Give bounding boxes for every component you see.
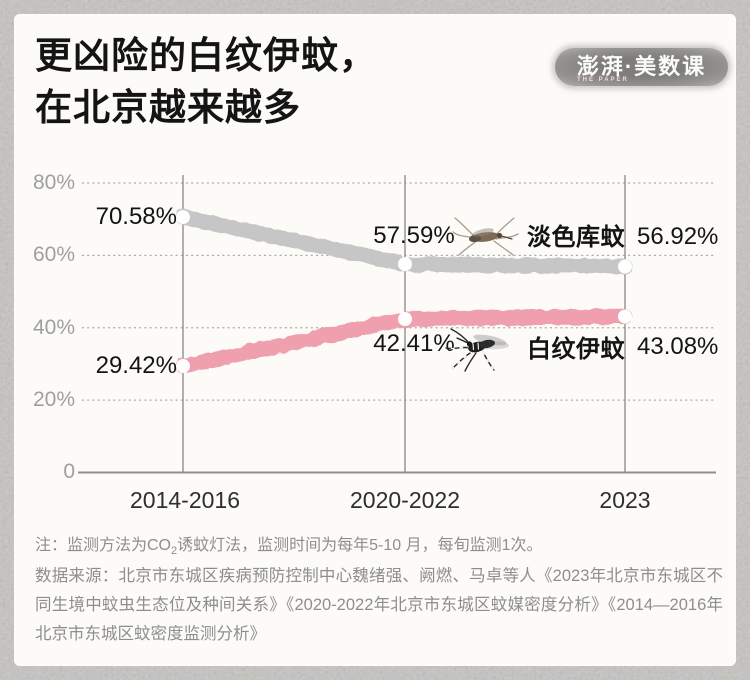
aedes-mosquito-icon xyxy=(445,328,509,372)
value-label-aedes-2014: 29.42% xyxy=(95,352,177,379)
series-label-culex: 淡色库蚊 xyxy=(527,224,625,251)
footnote-prefix: 注：监测方法为CO xyxy=(35,537,172,554)
series-label-aedes: 白纹伊蚊 xyxy=(527,336,625,363)
footnote-subscript: 2 xyxy=(171,545,178,558)
x-tick-2023: 2023 xyxy=(599,487,651,513)
logo-text: 澎湃·美数课 xyxy=(576,54,707,79)
value-label-culex-2023: 56.92% xyxy=(637,223,719,250)
page-title: 更凶险的白纹伊蚊， 在北京越来越多 xyxy=(35,30,377,134)
y-tick-20: 20% xyxy=(32,388,75,411)
y-tick-40: 40% xyxy=(32,316,75,339)
method-footnote: 注：监测方法为CO2诱蚊灯法，监测时间为每年5-10 月，每旬监测1次。 xyxy=(35,534,543,563)
thepaper-logo: 澎湃·美数课 THE PAPER xyxy=(555,48,728,86)
title-line-2: 在北京越来越多 xyxy=(35,87,301,128)
y-tick-60: 60% xyxy=(32,243,75,266)
x-tick-2014-2016: 2014-2016 xyxy=(130,487,240,513)
value-label-aedes-2023: 43.08% xyxy=(637,333,719,360)
x-tick-2020-2022: 2020-2022 xyxy=(350,487,460,513)
value-label-culex-2014: 70.58% xyxy=(95,203,177,230)
footnote-suffix: 诱蚊灯法，监测时间为每年5-10 月，每旬监测1次。 xyxy=(177,537,543,554)
y-tick-0: 0 xyxy=(63,460,75,483)
y-tick-80: 80% xyxy=(32,171,75,194)
data-source: 数据来源：北京市东城区疾病预防控制中心魏绪强、阙燃、马卓等人《2023年北京市东… xyxy=(35,567,723,643)
title-line-1: 更凶险的白纹伊蚊， xyxy=(35,35,377,76)
logo-subtext: THE PAPER xyxy=(577,77,629,83)
culex-mosquito-icon xyxy=(452,217,519,256)
value-label-culex-2020: 57.59% xyxy=(373,222,455,249)
